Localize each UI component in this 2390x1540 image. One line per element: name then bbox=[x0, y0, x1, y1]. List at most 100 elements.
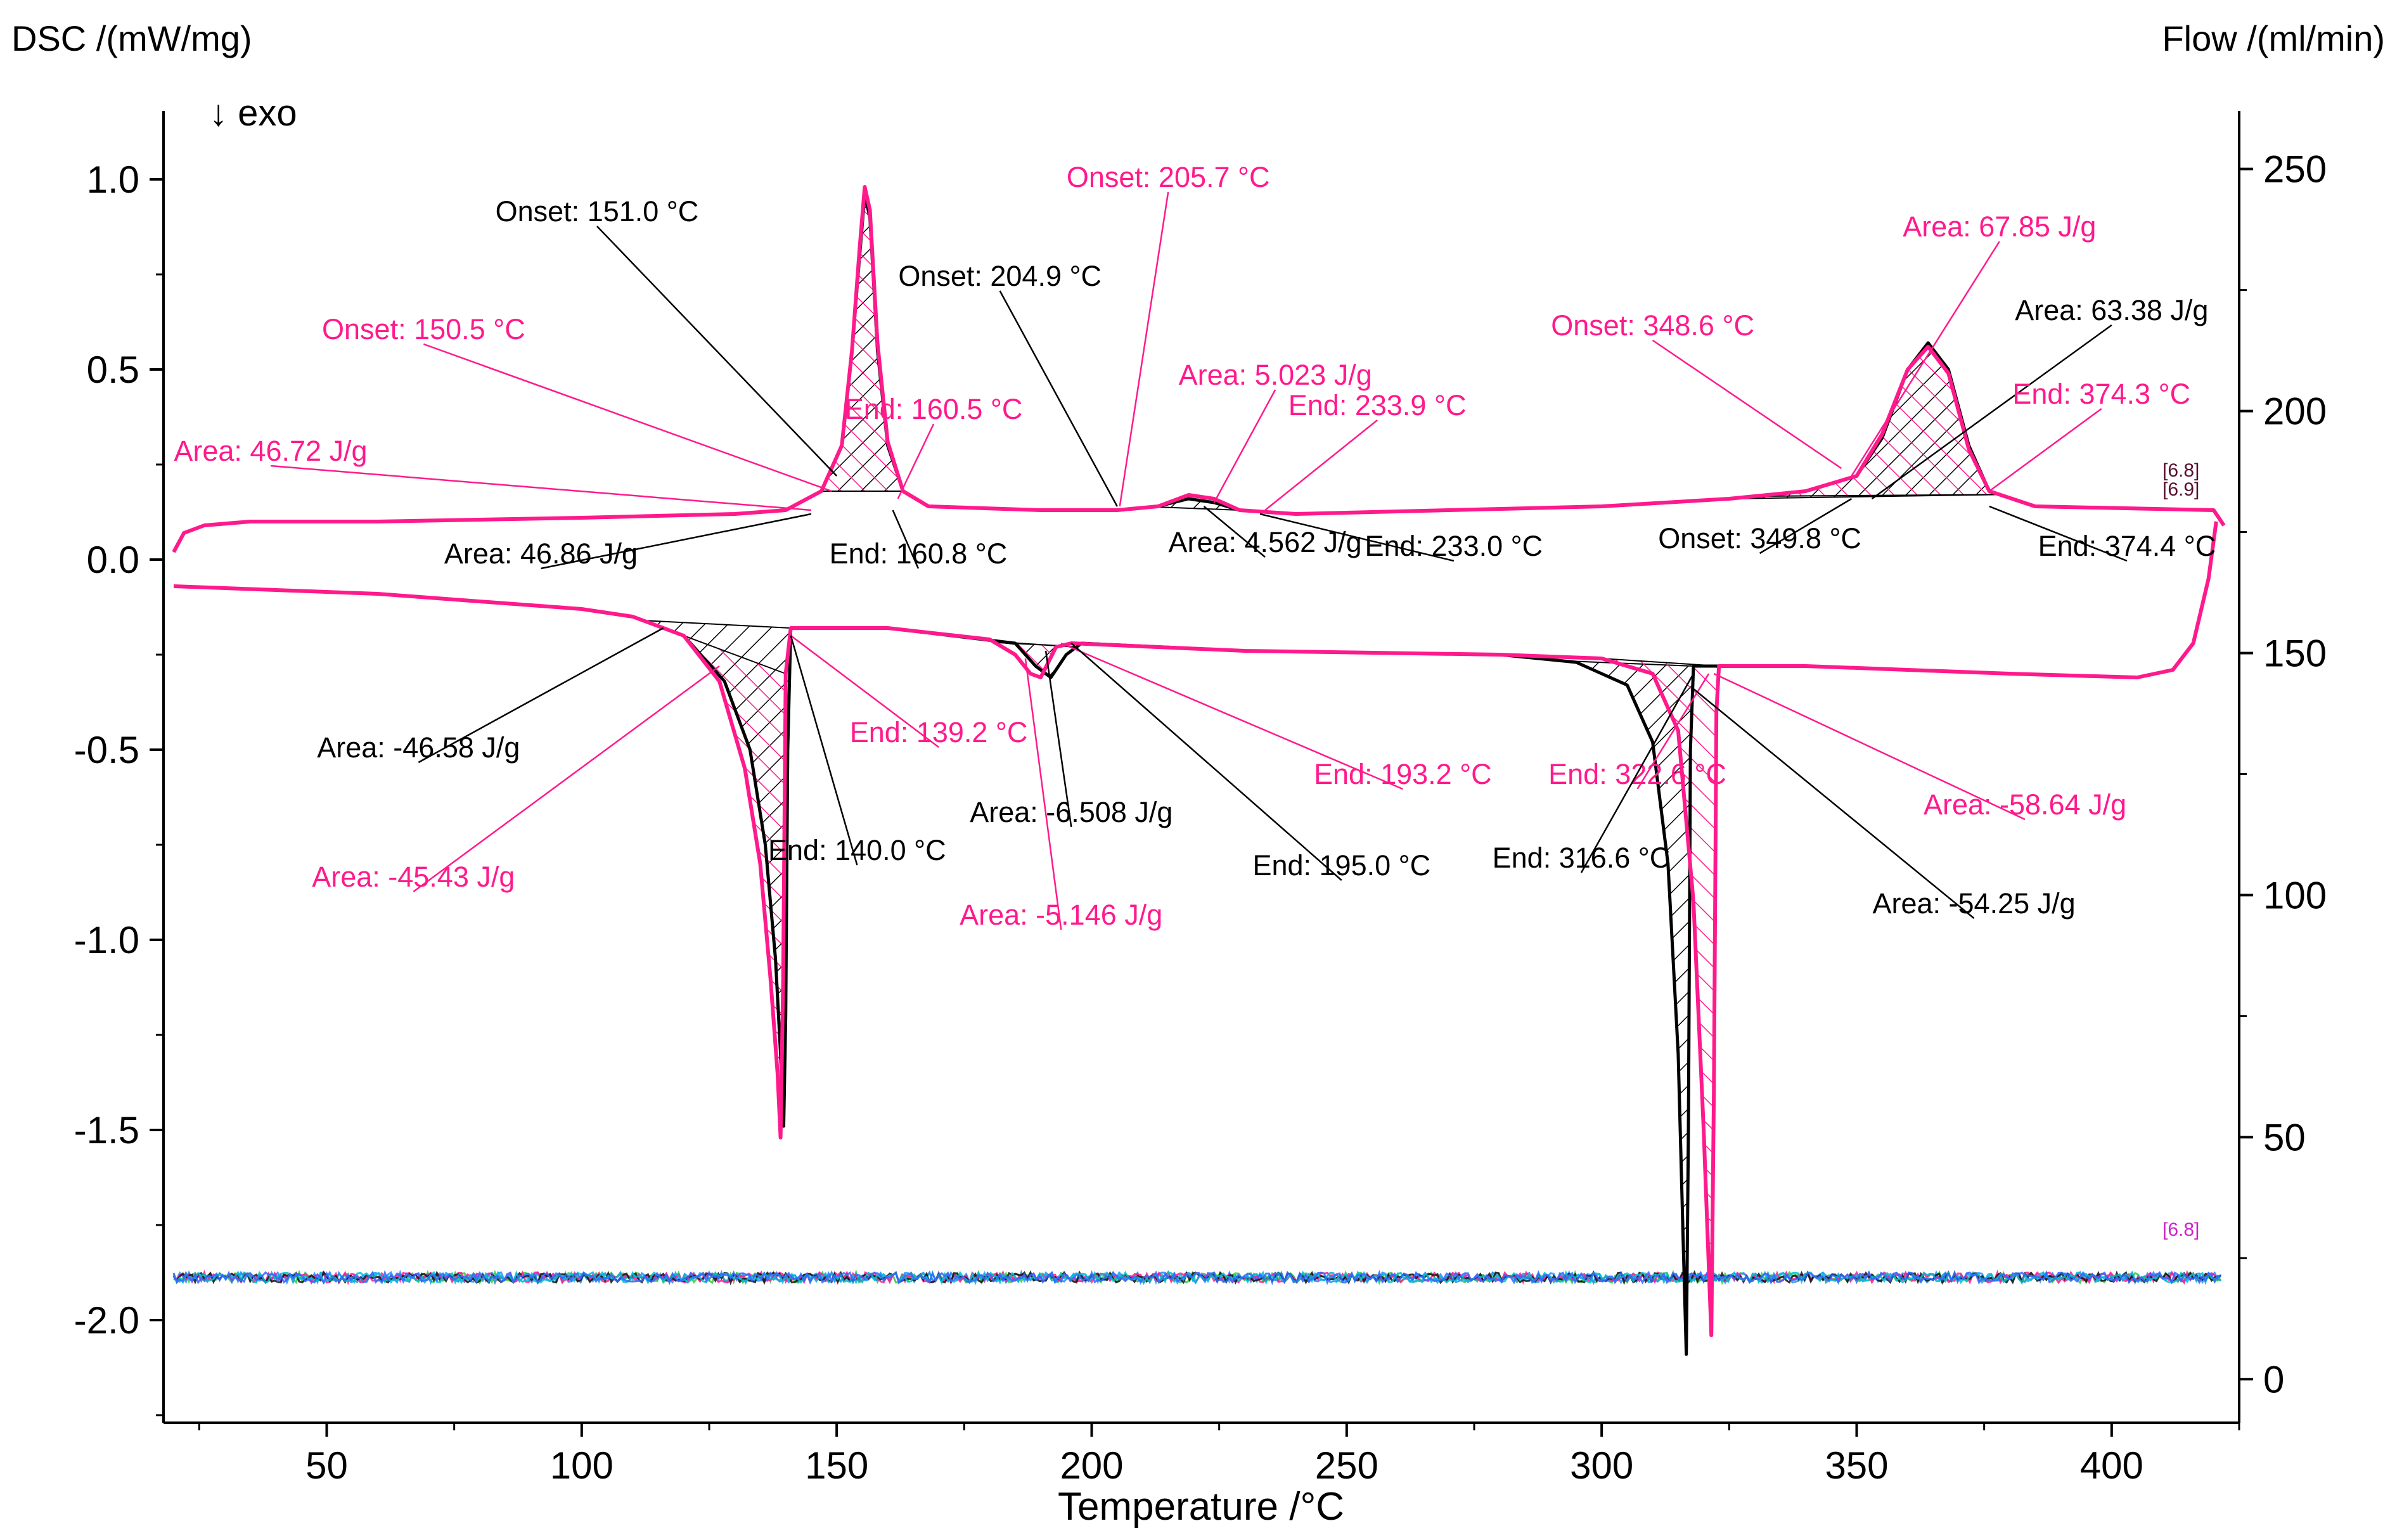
annotation-leader bbox=[1119, 191, 1169, 507]
x-tick-label: 100 bbox=[550, 1444, 614, 1487]
annotation-layer: Onset: 151.0 °C Onset: 204.9 °C Onset: 205… bbox=[174, 161, 2216, 931]
y-right-axis-label: Flow /(ml/min) bbox=[2162, 18, 2385, 58]
annotation-label: Onset: 349.8 °C bbox=[1658, 522, 1861, 555]
y-left-tick-label: -1.0 bbox=[74, 919, 139, 961]
y-right-tick-label: 100 bbox=[2263, 874, 2327, 916]
x-tick-label: 300 bbox=[1570, 1444, 1633, 1487]
annotation-label: Onset: 348.6 °C bbox=[1551, 309, 1754, 342]
x-tick-label: 200 bbox=[1060, 1444, 1123, 1487]
annotation-label: Area: -6.508 J/g bbox=[970, 796, 1173, 828]
annotation-leader bbox=[1713, 672, 2026, 821]
annotation-leader bbox=[1044, 650, 1072, 828]
annotation-leader bbox=[892, 510, 920, 569]
annotation-leader bbox=[1580, 673, 1695, 873]
annotation-leader bbox=[897, 423, 935, 499]
y-left-tick-label: -0.5 bbox=[74, 729, 139, 771]
annotation-label: Onset: 204.9 °C bbox=[898, 260, 1102, 292]
flow-marker-label-1: [6.8] bbox=[2162, 1219, 2199, 1240]
x-tick-label: 400 bbox=[2080, 1444, 2143, 1487]
annotation-label: End: 374.4 °C bbox=[2038, 530, 2216, 562]
annotation-leader bbox=[541, 513, 812, 570]
tick-layer: 50 100 150 200 250 300 350 400 1.0 0.5 0.0 -0.5 -1.0… bbox=[74, 148, 2327, 1487]
annotation-leader bbox=[1070, 643, 1342, 881]
annotation-label: End: 160.8 °C bbox=[830, 537, 1008, 570]
y-left-tick-label: -2.0 bbox=[74, 1299, 139, 1342]
dsc-series-line bbox=[172, 185, 2226, 553]
annotation-leader bbox=[1988, 407, 2102, 492]
peak-baseline bbox=[1153, 506, 1240, 511]
y-right-tick-label: 250 bbox=[2263, 148, 2327, 191]
annotation-label: Onset: 151.0 °C bbox=[496, 195, 699, 228]
annotation-leader bbox=[1759, 497, 1853, 555]
end-marker-label-1: [6.8] bbox=[2162, 460, 2199, 481]
annotation-leader bbox=[790, 635, 858, 866]
annotation-label: Area: 46.72 J/g bbox=[174, 435, 367, 467]
annotation-leader bbox=[418, 627, 664, 764]
annotation-leader bbox=[1652, 339, 1842, 470]
axes-frame bbox=[162, 111, 2240, 1424]
annotation-leader bbox=[1060, 642, 1403, 790]
y-right-tick-label: 50 bbox=[2263, 1116, 2306, 1158]
annotation-leader bbox=[1693, 688, 1975, 919]
y-left-tick-label: 0.5 bbox=[87, 349, 139, 391]
peak-area-hatch bbox=[643, 620, 786, 1138]
y-left-tick-label: -1.5 bbox=[74, 1109, 139, 1152]
x-tick-label: 150 bbox=[805, 1444, 868, 1487]
end-markers: [6.8] [6.9] [6.8] bbox=[2162, 460, 2199, 1240]
annotation-leader bbox=[999, 290, 1118, 507]
annotation-label: End: 316.6 °C bbox=[1493, 842, 1671, 874]
annotation-label: End: 140.0 °C bbox=[768, 834, 946, 866]
peak-area-hatch bbox=[1754, 347, 2000, 496]
exo-direction-label: ↓ exo bbox=[209, 93, 297, 134]
series-layer bbox=[172, 185, 2226, 1356]
annotation-label: Area: 67.85 J/g bbox=[1903, 210, 2096, 243]
peak-baseline bbox=[643, 620, 791, 629]
annotation-label: End: 195.0 °C bbox=[1252, 849, 1430, 882]
flow-trace bbox=[172, 1269, 2221, 1286]
dsc-series-line bbox=[174, 521, 2218, 1356]
x-tick-label: 350 bbox=[1825, 1444, 1888, 1487]
annotation-label: Area: -54.25 J/g bbox=[1872, 887, 2075, 920]
annotation-leader bbox=[1636, 673, 1710, 790]
annotation-leader bbox=[1213, 389, 1276, 503]
annotation-label: Area: -46.58 J/g bbox=[317, 731, 520, 764]
annotation-label: Area: 63.38 J/g bbox=[2015, 294, 2208, 326]
y-right-tick-label: 150 bbox=[2263, 632, 2327, 674]
peak-area-hatch bbox=[821, 187, 903, 491]
annotation-label: Onset: 150.5 °C bbox=[322, 313, 525, 345]
y-left-tick-label: 0.0 bbox=[87, 539, 139, 581]
y-right-tick-label: 0 bbox=[2263, 1358, 2284, 1401]
annotation-leader bbox=[1989, 505, 2128, 562]
y-left-tick-label: 1.0 bbox=[87, 158, 139, 201]
annotation-label: End: 374.3 °C bbox=[2012, 378, 2190, 410]
annotation-leader bbox=[1259, 513, 1455, 562]
annotation-leader bbox=[413, 665, 720, 893]
annotation-label: Area: -5.146 J/g bbox=[960, 899, 1162, 931]
annotation-label: End: 139.2 °C bbox=[850, 716, 1028, 748]
x-axis-label: Temperature /°C bbox=[1058, 1485, 1344, 1529]
annotation-label: End: 193.2 °C bbox=[1314, 758, 1492, 790]
annotation-leader bbox=[270, 465, 812, 511]
dsc-series-line bbox=[173, 521, 2218, 1337]
annotation-leader bbox=[1264, 420, 1378, 511]
x-tick-label: 250 bbox=[1315, 1444, 1378, 1487]
annotation-label: Onset: 205.7 °C bbox=[1067, 161, 1270, 193]
annotation-label: Area: 46.86 J/g bbox=[444, 537, 638, 570]
annotation-leader bbox=[1851, 241, 2000, 477]
flow-noise-layer bbox=[172, 1269, 2222, 1286]
y-right-tick-label: 200 bbox=[2263, 390, 2327, 433]
annotation-label: End: 233.9 °C bbox=[1288, 389, 1467, 421]
annotation-leader bbox=[1024, 658, 1062, 930]
annotation-leader bbox=[596, 226, 838, 477]
y-left-axis-label: DSC /(mW/mg) bbox=[11, 18, 252, 58]
annotation-label: End: 233.0 °C bbox=[1365, 530, 1543, 562]
end-marker-label-2: [6.9] bbox=[2162, 479, 2199, 500]
x-tick-label: 50 bbox=[305, 1444, 348, 1487]
annotation-leader bbox=[1871, 324, 2112, 500]
annotation-leader bbox=[1203, 506, 1266, 558]
annotation-label: Area: -58.64 J/g bbox=[1924, 788, 2126, 821]
annotation-label: Area: 5.023 J/g bbox=[1179, 359, 1372, 391]
annotation-leader bbox=[423, 343, 832, 492]
annotation-label: Area: -45.43 J/g bbox=[312, 861, 515, 893]
